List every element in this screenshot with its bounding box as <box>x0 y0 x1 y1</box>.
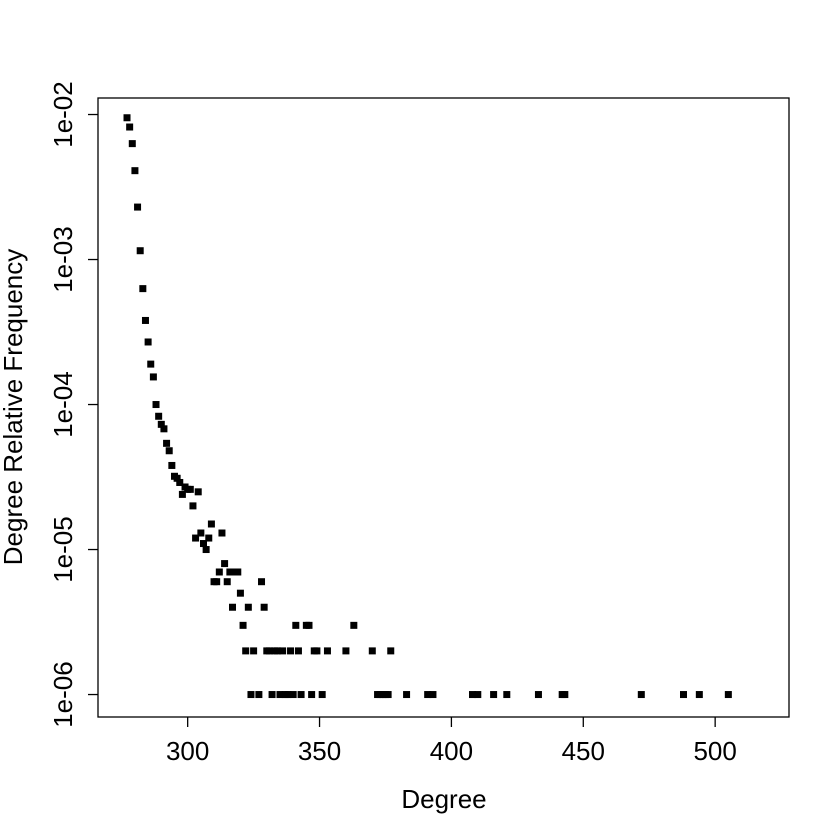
data-point <box>561 691 569 699</box>
data-point <box>126 123 134 131</box>
data-point <box>403 691 411 699</box>
x-tick-label: 500 <box>693 736 736 766</box>
data-point <box>313 647 321 655</box>
data-point <box>292 621 300 629</box>
data-point <box>218 529 226 537</box>
data-point <box>215 568 223 576</box>
data-point <box>724 691 732 699</box>
data-point <box>503 691 511 699</box>
data-point <box>284 691 292 699</box>
data-point <box>323 647 331 655</box>
data-point <box>205 534 213 542</box>
data-point <box>186 485 194 493</box>
data-point <box>260 603 268 611</box>
data-point <box>160 425 168 433</box>
data-point <box>234 568 242 576</box>
data-point <box>213 578 221 586</box>
data-point <box>279 647 287 655</box>
data-point <box>255 691 263 699</box>
y-tick-label: 1e-06 <box>48 661 78 728</box>
data-point <box>268 691 276 699</box>
x-axis: 300 350 400 450 500 <box>166 717 737 766</box>
x-tick-label: 300 <box>166 736 209 766</box>
data-point <box>202 546 210 554</box>
data-point <box>168 461 176 469</box>
data-point <box>424 691 432 699</box>
y-axis: 1e-06 1e-05 1e-04 1e-03 1e-02 <box>48 81 98 728</box>
data-point <box>287 647 295 655</box>
data-point <box>242 647 250 655</box>
data-point <box>178 490 186 498</box>
data-point <box>165 447 173 455</box>
data-point <box>152 401 160 409</box>
data-point <box>149 373 157 381</box>
data-point <box>226 568 234 576</box>
data-point <box>308 691 316 699</box>
data-point <box>239 621 247 629</box>
data-point <box>128 140 136 148</box>
data-point <box>192 534 200 542</box>
data-point <box>289 691 297 699</box>
data-point <box>223 578 231 586</box>
data-point <box>637 691 645 699</box>
data-points <box>123 114 732 699</box>
data-point <box>294 647 302 655</box>
data-point <box>139 285 147 293</box>
y-tick-label: 1e-05 <box>48 516 78 583</box>
y-tick-label: 1e-03 <box>48 226 78 293</box>
data-point <box>247 691 255 699</box>
data-point <box>350 621 358 629</box>
x-tick-label: 450 <box>562 736 605 766</box>
y-tick-label: 1e-04 <box>48 371 78 438</box>
x-tick-label: 400 <box>430 736 473 766</box>
data-point <box>474 691 482 699</box>
data-point <box>250 647 258 655</box>
data-point <box>265 647 273 655</box>
data-point <box>368 647 376 655</box>
data-point <box>229 603 237 611</box>
data-point <box>173 474 181 482</box>
data-point <box>163 439 171 447</box>
x-axis-title: Degree <box>401 784 486 814</box>
data-point <box>273 647 281 655</box>
y-tick-label: 1e-02 <box>48 81 78 147</box>
data-point <box>469 691 477 699</box>
data-point <box>318 691 326 699</box>
data-point <box>342 647 350 655</box>
data-point <box>144 338 152 346</box>
data-point <box>189 502 197 510</box>
data-point <box>258 578 266 586</box>
data-point <box>147 360 155 368</box>
data-point <box>199 540 207 548</box>
y-axis-title: Degree Relative Frequency <box>0 249 28 566</box>
data-point <box>123 114 131 122</box>
plot-frame <box>97 97 790 718</box>
x-tick-label: 350 <box>298 736 341 766</box>
data-point <box>157 420 165 428</box>
data-point <box>490 691 498 699</box>
data-point <box>297 691 305 699</box>
data-point <box>384 691 392 699</box>
data-point <box>176 478 184 486</box>
data-point <box>236 589 244 597</box>
data-point <box>244 603 252 611</box>
data-point <box>141 316 149 324</box>
data-point <box>534 691 542 699</box>
data-point <box>429 691 437 699</box>
data-point <box>221 560 229 568</box>
data-point <box>387 647 395 655</box>
data-point <box>131 167 139 175</box>
data-point <box>155 412 163 420</box>
data-point <box>305 621 313 629</box>
data-point <box>136 247 144 255</box>
data-point <box>276 691 284 699</box>
data-point <box>194 488 202 496</box>
data-point <box>695 691 703 699</box>
data-point <box>197 529 205 537</box>
data-point <box>134 203 142 211</box>
data-point <box>207 520 215 528</box>
data-point <box>680 691 688 699</box>
